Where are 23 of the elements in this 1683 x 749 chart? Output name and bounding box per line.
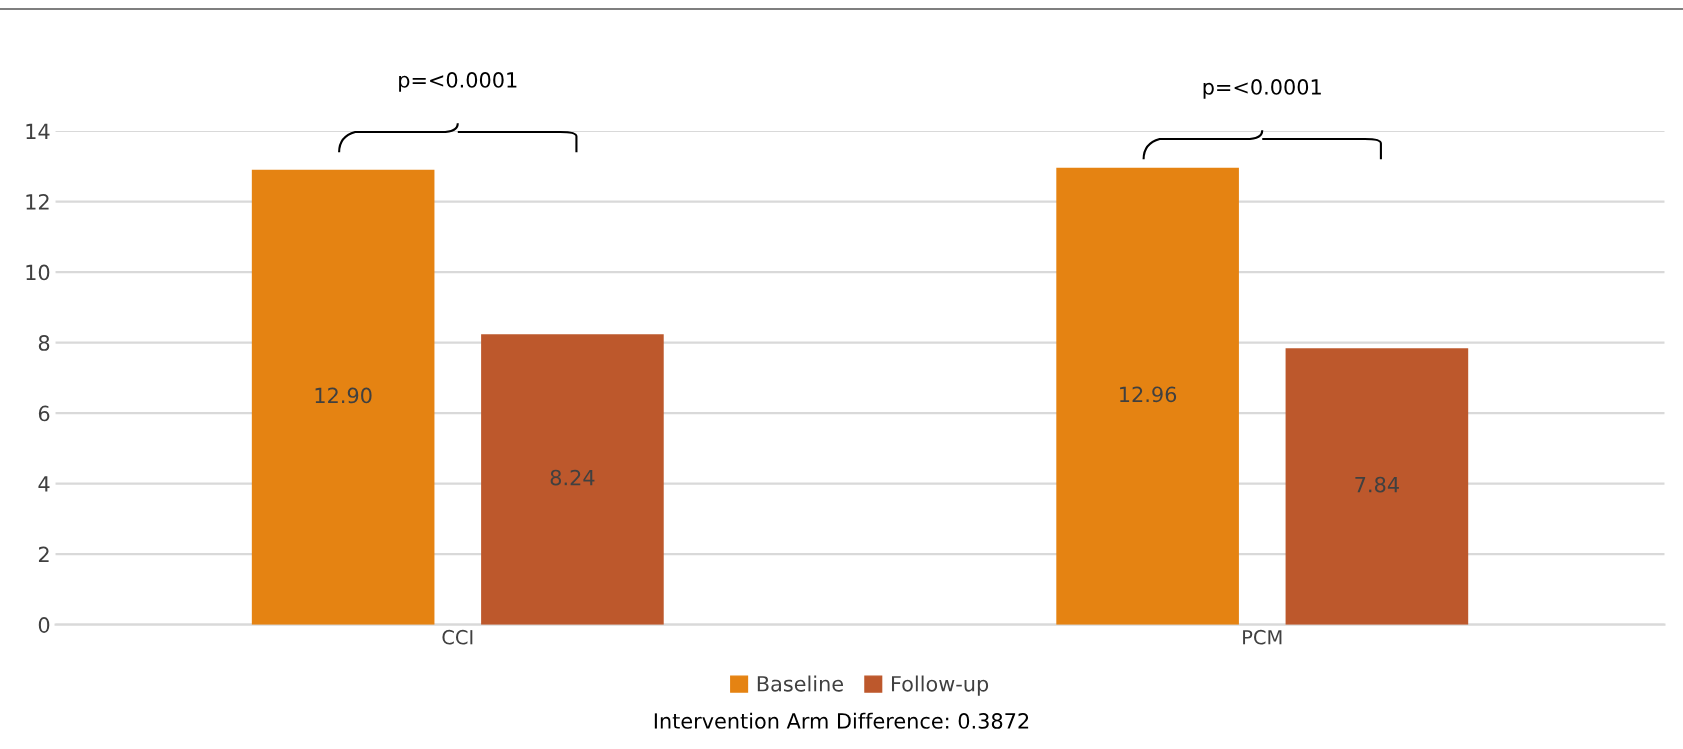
data-label: 7.84	[1355, 476, 1399, 493]
y-tick-label: 0	[38, 617, 50, 633]
x-tick-label: PCM	[1243, 629, 1282, 645]
y-tick-label: 8	[38, 335, 50, 351]
x-tick-label: CCI	[442, 629, 473, 645]
data-label: 8.24	[550, 469, 595, 486]
y-tick-label: 4	[38, 476, 50, 492]
bar	[1056, 167, 1239, 625]
text: p=<0.0001	[1203, 79, 1321, 99]
text: p=<0.0001	[399, 72, 517, 92]
y-tick-label: 6	[38, 405, 50, 422]
bar	[481, 334, 664, 625]
y-tick-label: 10	[26, 264, 50, 281]
text: Intervention Arm Difference: 0.3872	[654, 712, 1029, 729]
y-tick-label: 14	[26, 123, 50, 139]
y-tick-label: 2	[38, 546, 49, 563]
legend-label: Baseline	[757, 675, 844, 692]
y-tick-label: 12	[26, 194, 49, 210]
bar	[251, 169, 435, 625]
legend-label: Follow-up	[892, 675, 989, 696]
data-label: 12.90	[315, 387, 372, 404]
data-label: 12.96	[1120, 386, 1177, 403]
bar	[1285, 348, 1469, 625]
